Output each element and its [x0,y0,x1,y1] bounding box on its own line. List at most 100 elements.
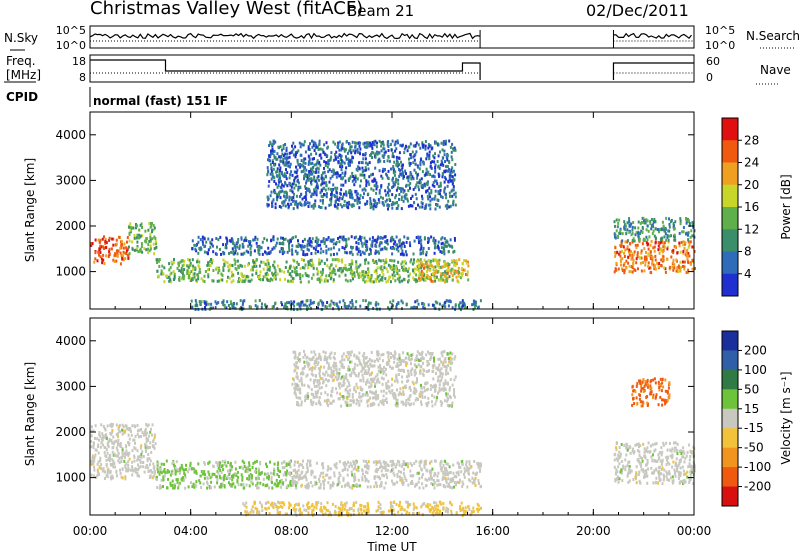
heatmap-cell [447,266,450,270]
heatmap-cell [403,151,406,155]
heatmap-cell [100,466,103,470]
heatmap-cell [310,182,313,186]
heatmap-cell [613,235,616,239]
heatmap-cell [463,268,466,272]
heatmap-cell [360,179,362,183]
heatmap-cell [157,467,160,471]
heatmap-cell [319,163,322,167]
heatmap-cell [136,458,139,462]
heatmap-cell [240,274,243,278]
heatmap-cell [271,142,274,146]
heatmap-cell [628,217,631,221]
heatmap-cell [282,241,284,245]
heatmap-cell [205,240,208,244]
heatmap-cell [276,195,279,199]
heatmap-cell [131,473,134,477]
heatmap-cell [236,245,239,249]
heatmap-cell [432,267,435,271]
heatmap-cell [141,250,144,254]
heatmap-cell [264,501,267,505]
heatmap-cell [428,144,431,148]
heatmap-cell [362,299,365,302]
heatmap-cell [304,186,307,190]
heatmap-cell [627,255,630,259]
heatmap-cell [145,440,148,444]
heatmap-cell [251,466,254,469]
heatmap-cell [260,260,263,264]
heatmap-cell [330,151,333,155]
heatmap-cell [425,171,428,175]
heatmap-cell [179,471,181,475]
heatmap-cell [434,512,437,516]
heatmap-cell [219,461,222,465]
heatmap-cell [473,481,476,485]
heatmap-cell [615,218,618,222]
heatmap-cell [137,463,139,467]
heatmap-cell [306,176,309,180]
heatmap-cell [452,471,455,475]
heatmap-cell [107,445,110,449]
heatmap-cell [651,232,654,235]
heatmap-cell [290,202,293,206]
heatmap-cell [438,205,441,209]
heatmap-cell [281,303,283,307]
heatmap-cell [214,300,217,304]
heatmap-cell [170,271,173,275]
heatmap-cell [330,194,333,198]
heatmap-cell [651,262,653,266]
heatmap-cell [276,185,279,189]
heatmap-cell [288,176,291,180]
y-tick-label: 4000 [55,128,86,142]
heatmap-cell [426,180,429,184]
heatmap-cell [364,157,367,161]
heatmap-cell [437,240,440,244]
heatmap-cell [241,475,244,479]
heatmap-cell [443,249,446,253]
heatmap-cell [477,305,480,309]
heatmap-cell [105,458,108,462]
heatmap-cell [311,172,314,176]
heatmap-cell [461,272,464,276]
heatmap-cell [341,504,344,507]
heatmap-cell [374,178,377,182]
heatmap-cell [97,460,100,464]
colorbar-swatch [722,251,738,275]
heatmap-cell [356,196,359,199]
heatmap-cell [101,261,104,265]
heatmap-cell [234,306,237,310]
heatmap-cell [127,467,130,471]
heatmap-cell [124,455,126,459]
heatmap-cell [423,465,426,469]
heatmap-cell [283,200,286,204]
heatmap-cell [378,279,381,283]
heatmap-cell [637,226,640,230]
heatmap-cell [654,267,657,271]
heatmap-cell [477,462,480,465]
heatmap-cell [112,243,115,247]
heatmap-cell [337,237,339,240]
heatmap-cell [427,505,429,509]
heatmap-cell [369,141,372,145]
heatmap-cell [358,206,361,210]
heatmap-cell [182,263,185,267]
heatmap-cell [177,262,180,266]
heatmap-cell [116,454,119,458]
heatmap-cell [297,202,300,206]
heatmap-cell [154,442,157,446]
heatmap-cell [394,279,397,283]
heatmap-cell [303,475,305,479]
heatmap-cell [145,423,148,426]
heatmap-cell [442,143,445,147]
heatmap-cell [443,466,446,470]
heatmap-cell [363,464,366,468]
heatmap-cell [630,250,632,254]
heatmap-cell [443,237,446,241]
heatmap-cell [290,196,293,200]
heatmap-cell [228,251,230,255]
heatmap-cell [472,510,475,513]
heatmap-cell [382,203,385,207]
heatmap-cell [191,239,194,243]
heatmap-cell [319,483,322,487]
heatmap-cell [296,273,299,277]
heatmap-cell [314,251,317,255]
